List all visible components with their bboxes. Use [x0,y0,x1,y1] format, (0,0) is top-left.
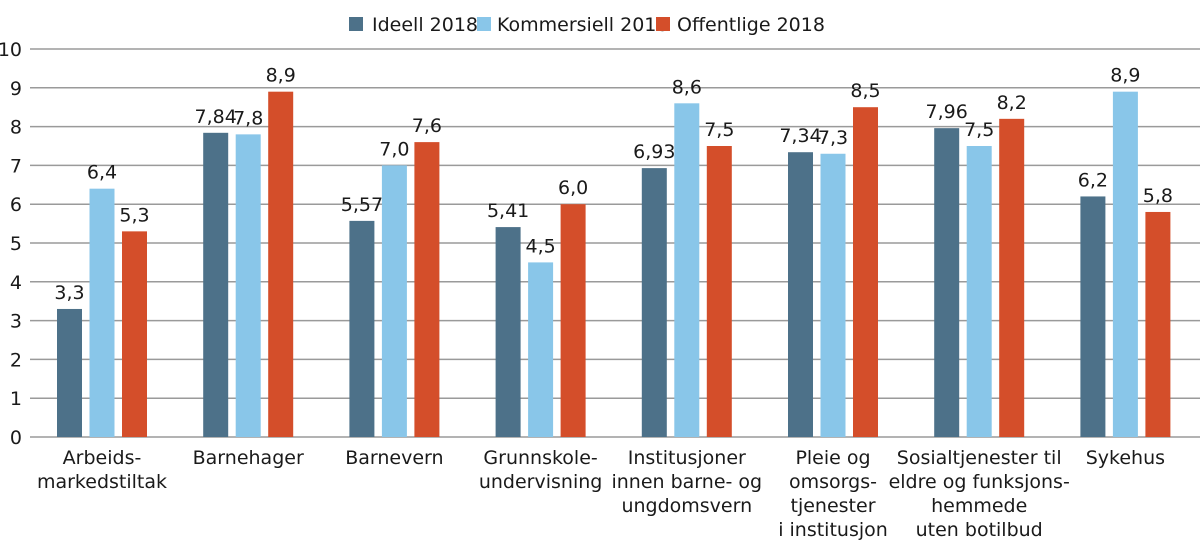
bar [414,142,440,437]
bar [706,146,732,437]
x-tick-label: Grunnskole-undervisning [479,447,603,493]
bar [381,165,407,437]
data-label: 7,3 [818,127,848,149]
x-tick-label: Sykehus [1086,447,1165,469]
x-tick-label-line: ungdomsvern [621,495,752,517]
y-tick-label: 10 [0,39,22,61]
legend-swatch [477,17,491,31]
x-tick-label-line: Barnehager [193,447,304,469]
y-tick-label: 2 [10,349,22,371]
x-tick-label-line: omsorgs- [789,471,877,493]
data-label: 7,5 [964,119,994,141]
bar [349,220,375,437]
x-tick-label: Arbeids-markedstiltak [37,447,167,493]
y-tick-label: 9 [10,78,22,100]
y-tick-label: 6 [10,194,22,216]
data-label: 6,0 [558,177,588,199]
data-label: 7,96 [926,101,968,123]
data-label: 5,57 [341,194,383,216]
x-tick-label-line: Institusjoner [628,447,746,469]
bar [674,103,700,437]
data-label: 7,5 [704,119,734,141]
bar [1080,196,1106,437]
bar [235,134,261,438]
y-axis-ticks: 0 1 2 3 4 5 6 7 8 9 10 [0,39,22,449]
x-tick-label: Barnehager [193,447,304,469]
x-tick-label-line: Pleie og [795,447,870,469]
legend-swatch [656,17,670,31]
x-tick-label: Sosialtjenester til eldre og funksjons-he… [889,447,1070,541]
bar [853,107,878,437]
y-tick-label: 0 [10,427,22,449]
y-tick-label: 8 [10,117,22,139]
bar [122,231,147,437]
bar [934,128,960,438]
bar [788,152,813,437]
bar [57,308,82,437]
data-label: 6,2 [1078,169,1108,191]
category-labels: Arbeids-markedstiltak Barnehager Barnevern… [37,447,1165,541]
bar [641,168,667,437]
bar [1145,211,1171,437]
data-labels: 3,36,45,37,847,88,95,577,07,65,414,56,06… [54,65,1173,304]
x-tick-label-line: uten botilbud [916,519,1043,541]
legend-swatch [349,17,363,31]
x-tick-label-line: tjenester [791,495,876,517]
y-tick-label: 5 [10,233,22,255]
data-label: 7,84 [195,106,237,128]
data-label: 4,5 [525,235,555,257]
bar [560,204,586,437]
x-tick-label-line: Arbeids- [63,447,142,469]
legend-label: Kommersiell 2018 [497,14,668,36]
data-label: 5,3 [119,204,149,226]
y-tick-label: 7 [10,155,22,177]
data-label: 7,34 [779,125,821,147]
bar [528,262,554,437]
x-tick-label-line: markedstiltak [37,471,167,493]
data-label: 5,41 [487,200,529,222]
data-label: 7,0 [379,138,409,160]
x-tick-label-line: hemmede [931,495,1027,517]
bar [495,227,521,437]
x-tick-label-line: Barnevern [345,447,443,469]
data-label: 8,6 [672,76,702,98]
data-label: 6,93 [633,141,675,163]
data-label: 8,2 [997,92,1027,114]
x-tick-label-line: eldre og funksjons- [889,471,1070,493]
x-tick-label: Institusjoner innen barne- og ungdomsvern [611,447,762,517]
x-tick-label: Barnevern [345,447,443,469]
x-tick-label-line: innen barne- og [611,471,762,493]
bar [999,118,1025,437]
bar [203,132,229,438]
data-label: 3,3 [54,282,84,304]
bar [966,146,992,437]
bar [268,91,294,438]
legend: Ideell 2018 Kommersiell 2018 Offentlige 20… [349,14,825,36]
x-tick-label-line: Grunnskole- [483,447,597,469]
data-label: 7,6 [412,115,442,137]
bar [1112,91,1138,438]
x-tick-label-line: Sykehus [1086,447,1165,469]
x-tick-label-line: undervisning [479,471,603,493]
bar [820,153,846,437]
x-tick-label-line: Sosialtjenester til [897,447,1062,469]
y-tick-label: 4 [10,272,22,294]
data-label: 8,5 [850,80,880,102]
data-label: 8,9 [1110,65,1140,87]
data-label: 6,4 [87,162,117,184]
bar [89,188,115,437]
data-label: 5,8 [1143,185,1173,207]
bars [57,91,1171,438]
legend-label: Offentlige 2018 [677,14,825,36]
x-tick-label-line: i institusjon [778,519,888,541]
legend-label: Ideell 2018 [372,14,478,36]
y-tick-label: 1 [10,388,22,410]
x-tick-label: Pleie og omsorgs-tjenester i institusjon [778,447,888,541]
y-tick-label: 3 [10,311,22,333]
data-label: 7,8 [233,107,263,129]
data-label: 8,9 [266,65,296,87]
